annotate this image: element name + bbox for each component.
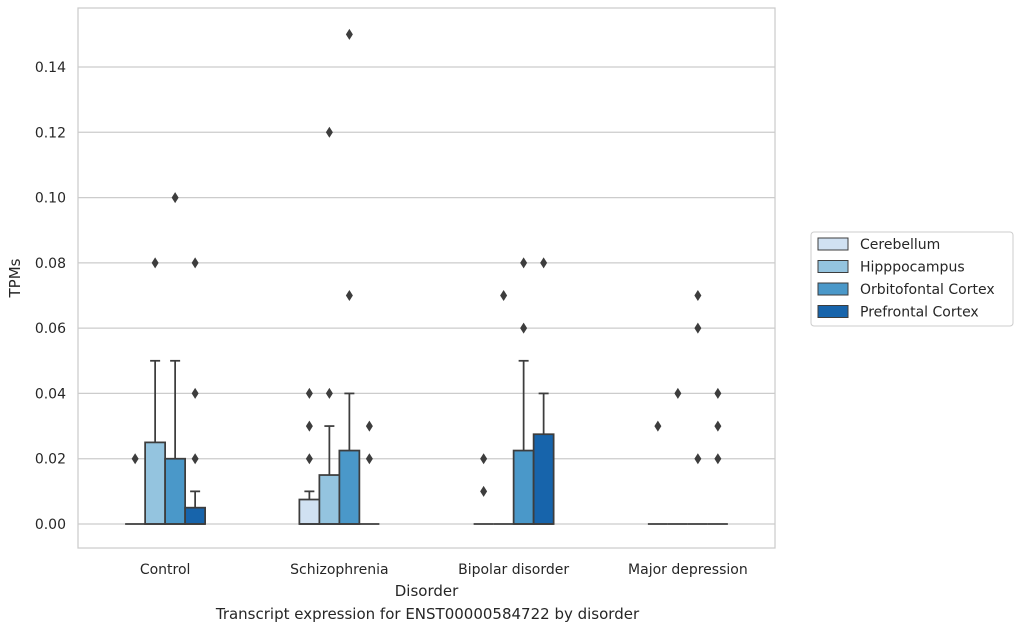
y-tick-label: 0.10: [35, 191, 66, 207]
y-axis-label: TPMs: [6, 258, 24, 298]
box-orbitofontal-cortex: [164, 359, 186, 525]
outlier-marker: [191, 387, 199, 399]
legend: Cerebellum Hipppocampus Orbitofontal Corte…: [810, 231, 1014, 327]
box-body: [298, 498, 321, 525]
legend-label: Cerebellum: [860, 237, 940, 253]
outlier-marker: [151, 257, 159, 269]
gridlines: [78, 66, 775, 525]
outlier-marker: [480, 453, 488, 465]
outlier-marker: [191, 453, 199, 465]
legend-swatch: [817, 260, 849, 273]
outlier-marker: [694, 322, 702, 334]
outlier-marker: [654, 420, 662, 432]
box-body: [144, 441, 166, 525]
outlier-marker: [305, 453, 313, 465]
box-series: [125, 359, 728, 525]
outlier-marker: [480, 485, 488, 497]
outlier-marker: [520, 322, 528, 334]
outlier-marker: [694, 453, 702, 465]
outlier-marker: [325, 387, 333, 399]
y-tick-label: 0.02: [35, 452, 66, 468]
box-cerebellum: [298, 490, 321, 525]
outlier-marker: [694, 290, 702, 301]
outlier-marker: [191, 257, 199, 269]
outlier-marker: [365, 420, 373, 432]
box-hipppocampus: [318, 425, 341, 525]
outlier-marker: [714, 387, 722, 399]
y-tick-label: 0.12: [35, 125, 66, 141]
x-axis-ticks: Control Schizophrenia Bipolar disorder Majo…: [140, 562, 748, 578]
legend-label: Orbitofontal Cortex: [860, 282, 995, 298]
outlier-marker: [345, 290, 353, 301]
box-body: [532, 433, 555, 525]
outlier-marker: [305, 387, 313, 399]
y-tick-label: 0.06: [35, 321, 66, 337]
outlier-points: [131, 28, 722, 497]
x-tick-label: Schizophrenia: [290, 562, 388, 578]
box-body: [164, 457, 186, 525]
legend-swatch: [817, 282, 849, 296]
outlier-marker: [345, 28, 353, 40]
outlier-marker: [540, 257, 548, 269]
legend-swatch: [817, 237, 849, 251]
box-orbitofontal-cortex: [338, 392, 361, 525]
outlier-marker: [305, 420, 313, 432]
legend-label: Hipppocampus: [860, 260, 965, 276]
y-tick-label: 0.04: [35, 386, 66, 402]
outlier-marker: [171, 192, 179, 204]
box-body: [318, 474, 341, 525]
box-body: [338, 449, 361, 525]
legend-swatch: [817, 305, 849, 318]
plot-area-frame: [77, 7, 776, 549]
y-axis-ticks: 0.00 0.02 0.04 0.06 0.08 0.10 0.12 0.14: [35, 60, 66, 533]
outlier-marker: [714, 420, 722, 432]
outlier-marker: [714, 453, 722, 465]
y-tick-label: 0.08: [35, 256, 66, 272]
y-tick-label: 0.00: [35, 517, 66, 533]
x-axis-label: Disorder: [395, 582, 459, 600]
box-body: [512, 449, 535, 525]
outlier-marker: [365, 453, 373, 465]
legend-label: Prefrontal Cortex: [860, 305, 979, 321]
box-orbitofontal-cortex: [512, 359, 535, 525]
box-prefrontal-cortex: [532, 392, 555, 525]
outlier-marker: [325, 126, 333, 138]
legend-frame: [810, 231, 1014, 327]
box-prefrontal-cortex: [184, 490, 206, 525]
outlier-marker: [520, 257, 528, 269]
x-tick-label: Major depression: [628, 562, 748, 578]
outlier-marker: [674, 387, 682, 399]
figure-caption: Transcript expression for ENST0000058472…: [215, 605, 640, 623]
box-body: [184, 506, 206, 525]
outlier-marker: [131, 453, 139, 465]
outlier-marker: [500, 290, 508, 301]
x-tick-label: Bipolar disorder: [458, 562, 569, 578]
x-tick-label: Control: [140, 562, 191, 578]
y-tick-label: 0.14: [35, 60, 66, 76]
box-hipppocampus: [144, 359, 166, 525]
